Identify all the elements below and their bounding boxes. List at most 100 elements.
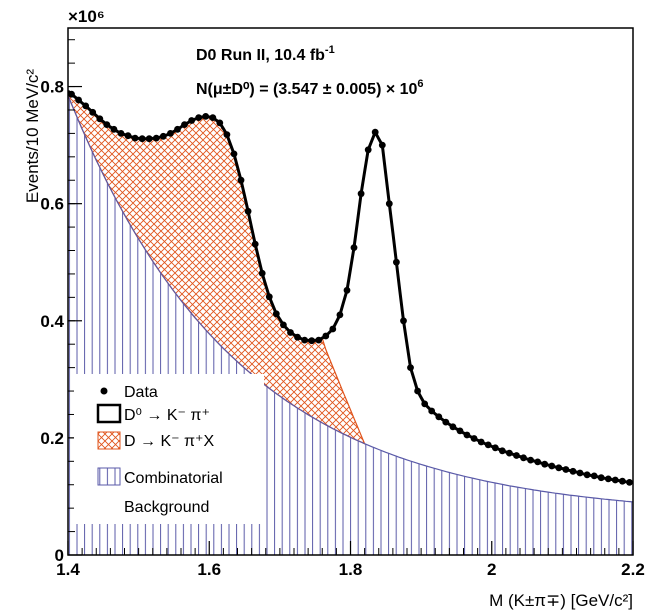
- data-point: [287, 329, 294, 336]
- legend-label-fit: D⁰ → K⁻ π⁺: [124, 407, 210, 424]
- data-point: [470, 435, 478, 442]
- data-point: [96, 115, 104, 123]
- y-axis-label: Events/10 MeV/c²: [23, 69, 42, 204]
- data-point: [216, 119, 224, 127]
- data-point: [258, 269, 266, 277]
- data-point: [463, 431, 471, 439]
- data-point: [329, 325, 337, 333]
- legend-label-background: Background: [124, 499, 209, 516]
- x-tick-label: 1.8: [339, 560, 363, 579]
- y-tick-label: 0.4: [40, 312, 64, 331]
- data-point: [202, 113, 210, 120]
- y-tick-label: 0: [55, 546, 64, 565]
- y-axis: 0 0.2 0.4 0.6 0.8: [40, 39, 82, 565]
- x-tick-label: 2.2: [621, 560, 645, 579]
- data-point: [188, 117, 196, 124]
- data-point: [103, 121, 111, 128]
- data-point: [506, 449, 513, 457]
- data-point: [68, 90, 75, 98]
- x-tick-label: 1.6: [197, 560, 221, 579]
- data-point: [378, 141, 386, 149]
- legend-data-marker: [100, 387, 108, 395]
- data-point: [159, 132, 167, 140]
- data-point: [364, 146, 372, 154]
- data-point: [449, 423, 457, 431]
- data-point: [75, 96, 82, 104]
- data-point: [385, 200, 393, 208]
- data-point: [167, 130, 174, 137]
- data-point: [237, 176, 245, 184]
- data-point: [350, 244, 358, 252]
- data-point: [272, 310, 280, 318]
- x-axis-label: M (K±π∓) [GeV/c²]: [489, 591, 633, 610]
- data-point: [442, 418, 450, 426]
- data-point: [280, 321, 287, 329]
- data-point: [534, 458, 542, 466]
- data-point: [244, 207, 252, 215]
- x-tick-label: 1.4: [56, 560, 80, 579]
- data-point: [294, 333, 301, 341]
- data-point: [195, 114, 203, 121]
- x-axis: 1.4 1.6 1.8 2 2.2: [56, 541, 645, 579]
- data-point: [209, 114, 217, 121]
- y-tick-label: 0.6: [40, 195, 64, 214]
- data-point: [138, 135, 146, 143]
- annotation-run: D0 Run II, 10.4 fb-1: [196, 44, 335, 64]
- data-point: [527, 456, 534, 464]
- data-point: [484, 441, 492, 449]
- data-point: [343, 286, 351, 294]
- data-point: [336, 311, 344, 319]
- data-point: [435, 413, 443, 421]
- data-point: [414, 387, 421, 395]
- data-point: [230, 150, 238, 158]
- legend: Data D⁰ → K⁻ π⁺ D → K⁻ π⁺X Combinatorial…: [74, 374, 264, 524]
- data-point: [181, 121, 188, 128]
- data-point: [548, 462, 556, 470]
- y-multiplier: ×10⁶: [68, 7, 105, 26]
- data-point: [477, 438, 485, 446]
- data-point: [371, 128, 379, 136]
- data-point: [513, 452, 520, 459]
- data-point: [491, 444, 499, 452]
- data-point: [89, 108, 97, 116]
- data-point: [174, 125, 181, 133]
- data-points: [68, 90, 633, 486]
- data-point: [393, 258, 400, 266]
- data-point: [626, 479, 633, 486]
- data-point: [152, 134, 160, 142]
- legend-fit-marker: [96, 403, 122, 424]
- data-point: [498, 447, 506, 455]
- data-point: [223, 131, 231, 139]
- legend-label-data: Data: [124, 384, 158, 401]
- data-point: [124, 132, 132, 140]
- data-point: [315, 336, 323, 344]
- y-tick-label: 0.2: [40, 429, 64, 448]
- data-point: [569, 467, 577, 475]
- data-point: [308, 337, 316, 345]
- data-point: [520, 454, 527, 462]
- data-point: [583, 471, 591, 479]
- legend-label-combinatorial: Combinatorial: [124, 470, 223, 487]
- legend-label-reflection: D → K⁻ π⁺X: [124, 433, 214, 450]
- data-point: [145, 135, 153, 143]
- data-point: [421, 400, 429, 408]
- data-point: [456, 427, 464, 435]
- x-tick-label: 2: [487, 560, 496, 579]
- legend-reflection-marker: [97, 431, 121, 450]
- data-point: [555, 464, 563, 472]
- data-point: [131, 134, 139, 142]
- data-point: [611, 476, 619, 484]
- data-point: [597, 474, 605, 482]
- data-point: [619, 477, 626, 485]
- data-point: [576, 469, 584, 477]
- data-point: [82, 102, 90, 110]
- data-point: [301, 336, 308, 344]
- data-point: [110, 125, 118, 133]
- annotation-yield: N(μ±D⁰) = (3.547 ± 0.005) × 106: [196, 78, 424, 98]
- legend-background-marker: [97, 467, 121, 486]
- background-curve: [68, 95, 633, 503]
- data-point: [400, 317, 407, 325]
- data-point: [562, 466, 570, 473]
- data-point: [251, 240, 259, 248]
